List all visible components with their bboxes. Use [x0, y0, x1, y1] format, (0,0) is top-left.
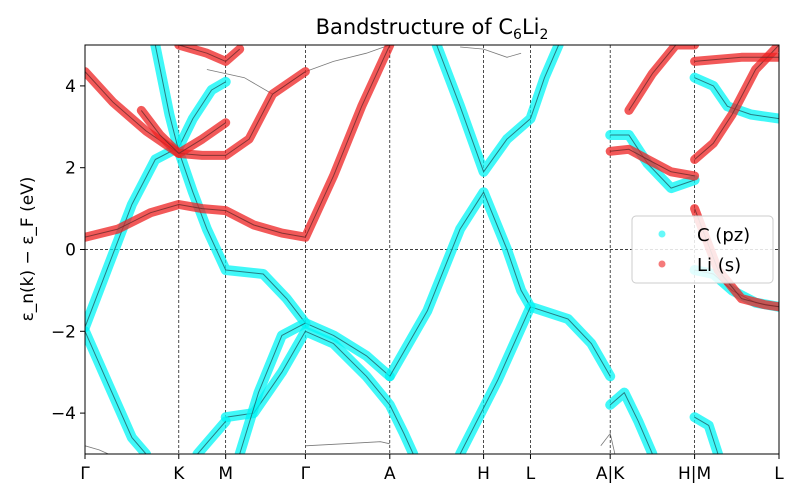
band-0-1 — [85, 326, 151, 454]
legend-marker-c-pz — [658, 230, 666, 238]
title-sub2: 2 — [540, 27, 549, 43]
y-tick-label-4: 4 — [65, 77, 76, 97]
band-core-0-2 — [154, 45, 391, 377]
y-tick-label-0: −4 — [51, 404, 76, 424]
band-core-0-0 — [85, 81, 226, 328]
grid-lines — [85, 45, 779, 454]
x-tick-label-1: K — [173, 464, 185, 484]
background-band-2 — [305, 441, 390, 447]
band-core-0-8 — [459, 306, 531, 454]
y-tick-label-1: −2 — [51, 322, 76, 342]
band-core-0-7 — [436, 45, 560, 173]
title-main: Bandstructure of C — [316, 15, 513, 39]
x-tick-label-7: A|K — [596, 464, 625, 484]
title-mid: Li — [522, 15, 540, 39]
x-ticks: Γ K M Γ A H L A|K H|M L — [80, 454, 784, 484]
legend: C (pz) Li (s) — [631, 215, 774, 284]
band-core-1-8 — [694, 56, 779, 62]
band-core-0-13 — [694, 416, 719, 454]
x-tick-label-0: Γ — [80, 464, 90, 484]
band-core-1-2 — [140, 110, 226, 154]
series-1 — [85, 45, 779, 312]
band-0-10 — [605, 387, 658, 454]
x-tick-label-4: A — [384, 464, 396, 484]
band-core-0-6 — [389, 191, 611, 377]
y-tick-label-3: 2 — [65, 159, 76, 179]
legend-label-li-s: Li (s) — [697, 255, 741, 276]
chart-title: Bandstructure of C6Li2 — [316, 15, 549, 43]
band-core-0-10 — [609, 392, 653, 454]
x-tick-label-6: L — [526, 464, 536, 484]
background-band-5 — [460, 46, 522, 58]
band-core-0-3 — [225, 330, 414, 454]
band-core-1-1 — [85, 71, 306, 156]
band-0-13 — [689, 412, 723, 454]
band-core-0-1 — [85, 331, 147, 454]
band-core-0-5 — [239, 322, 306, 454]
band-core-1-4 — [610, 148, 695, 177]
x-tick-label-5: H — [477, 464, 490, 484]
band-core-0-4 — [197, 420, 227, 454]
band-0-8 — [455, 301, 536, 454]
background-band-3 — [85, 445, 109, 454]
title-sub1: 6 — [513, 27, 522, 43]
series-0 — [85, 45, 779, 454]
x-tick-label-3: Γ — [301, 464, 311, 484]
x-tick-label-8: H|M — [678, 464, 711, 484]
background-band-4 — [600, 432, 616, 454]
band-core-1-3 — [178, 45, 241, 62]
band-1-5 — [624, 45, 700, 115]
y-tick-label-2: 0 — [65, 241, 76, 261]
y-axis-label: ε_n(k) − ε_F (eV) — [18, 177, 38, 322]
band-0-6 — [384, 187, 616, 382]
plot-area — [85, 45, 779, 454]
legend-marker-li-s — [658, 260, 666, 268]
y-ticks: −4 −2 0 2 4 — [51, 77, 85, 424]
legend-label-c-pz: C (pz) — [697, 225, 750, 246]
background-band-0 — [305, 45, 390, 72]
band-core-1-5 — [628, 45, 695, 111]
x-tick-label-9: L — [774, 464, 784, 484]
band-core-0-11 — [694, 77, 779, 120]
legend-box — [631, 215, 774, 284]
band-core-1-0 — [85, 45, 391, 238]
x-tick-label-2: M — [218, 464, 233, 484]
